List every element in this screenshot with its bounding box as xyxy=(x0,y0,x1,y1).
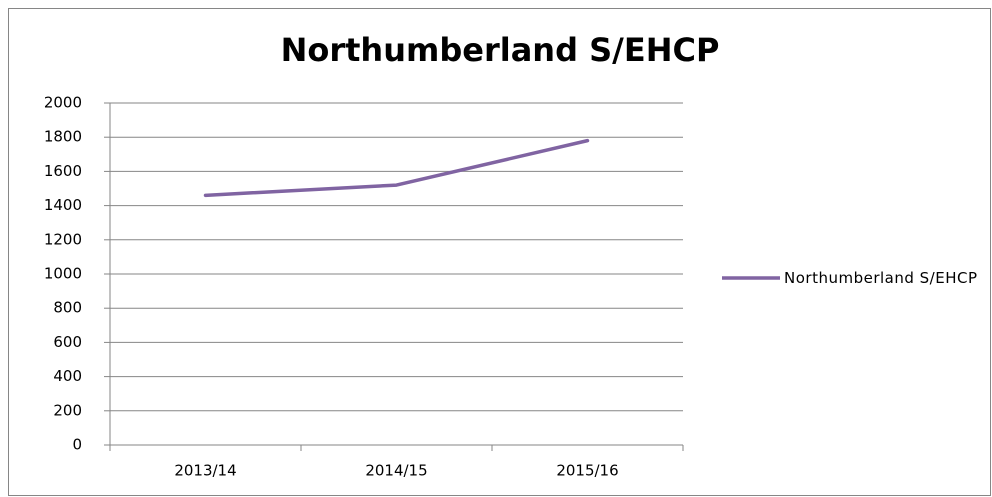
y-tick-label: 0 xyxy=(72,436,82,454)
y-tick-label: 800 xyxy=(53,299,82,317)
y-tick-label: 1600 xyxy=(44,162,82,180)
y-tick-label: 1800 xyxy=(44,128,82,146)
chart-border xyxy=(8,8,991,496)
y-tick-label: 1400 xyxy=(44,196,82,214)
y-tick-label: 200 xyxy=(53,401,82,419)
legend-label: Northumberland S/EHCP xyxy=(784,269,978,287)
y-tick-label: 600 xyxy=(53,333,82,351)
x-tick-label: 2013/14 xyxy=(174,462,236,480)
x-tick-label: 2014/15 xyxy=(365,462,427,480)
y-tick-label: 2000 xyxy=(44,94,82,112)
data-line xyxy=(203,138,590,198)
x-tick-label: 2015/16 xyxy=(556,462,618,480)
y-tick-label: 1000 xyxy=(44,265,82,283)
y-tick-label: 1200 xyxy=(44,230,82,248)
chart-title: Northumberland S/EHCP xyxy=(281,31,720,69)
y-tick-label: 400 xyxy=(53,367,82,385)
